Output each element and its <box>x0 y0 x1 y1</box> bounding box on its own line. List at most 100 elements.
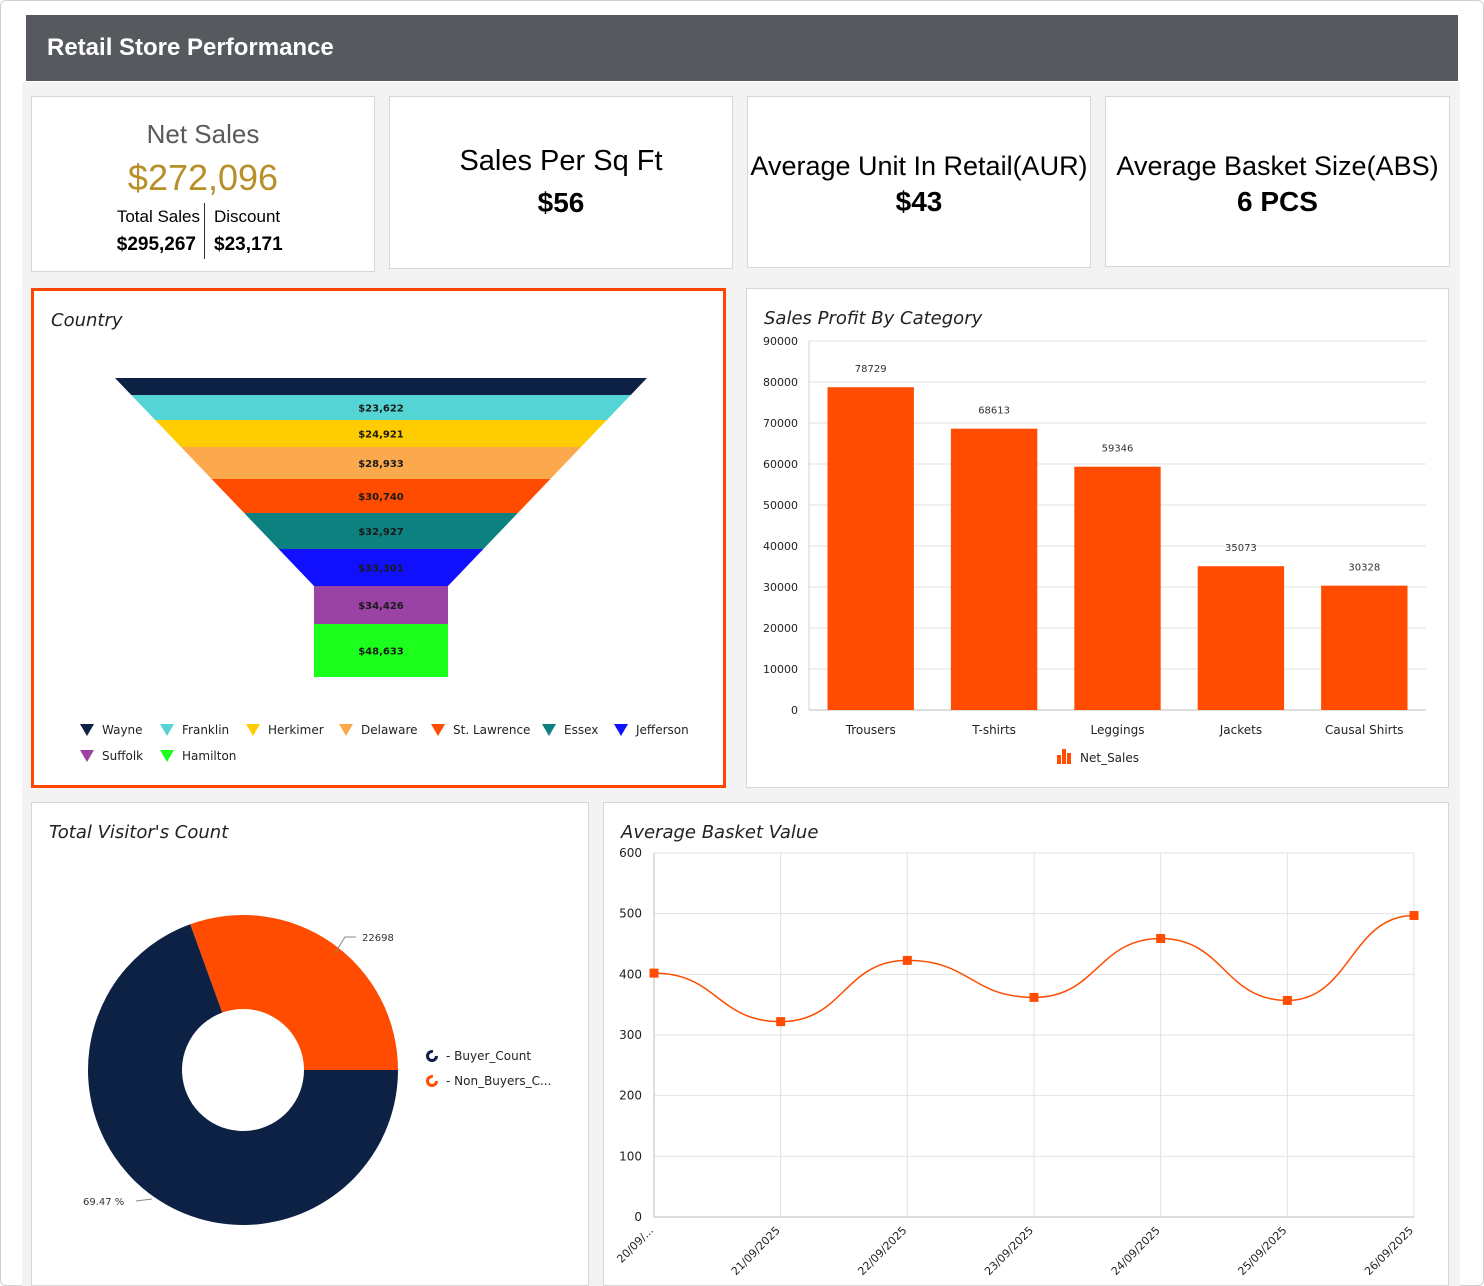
legend-item-st-lawrence[interactable]: St. Lawrence <box>431 723 530 737</box>
label-leader-line <box>334 936 356 954</box>
kpi-card-abs[interactable]: Average Basket Size(ABS) 6 PCS <box>1105 96 1450 267</box>
visitors-panel-title: Total Visitor's Count <box>49 822 229 843</box>
slice-value-label: 22698 <box>362 933 394 944</box>
x-tick-label: Leggings <box>1091 723 1145 737</box>
funnel-segment-hamilton <box>314 624 448 677</box>
bar-value-label: 59346 <box>1102 444 1134 455</box>
y-tick-label: 60000 <box>763 458 798 471</box>
donut-chart: 22698 69.47 % - Buyer_Count - Non_Buyers_C.… <box>83 915 551 1225</box>
legend-item-essex[interactable]: Essex <box>542 723 598 737</box>
funnel-label: $24,921 <box>358 430 404 441</box>
y-tick-label: 90000 <box>763 335 798 348</box>
legend-item-hamilton[interactable]: Hamilton <box>160 749 236 763</box>
x-tick-label: 24/09/2025 <box>1109 1224 1163 1278</box>
legend-label: - Buyer_Count <box>446 1049 531 1063</box>
bar-value-label: 30328 <box>1348 563 1380 574</box>
legend-item-delaware[interactable]: Delaware <box>339 723 418 737</box>
funnel-segment-delaware <box>181 447 581 479</box>
legend-item-suffolk[interactable]: Suffolk <box>80 749 143 763</box>
donut-slice-non-buyers <box>190 915 398 1070</box>
legend-marker-icon <box>614 724 628 736</box>
y-tick-label: 600 <box>619 846 642 860</box>
y-tick-label: 300 <box>619 1028 642 1042</box>
legend-item-jefferson[interactable]: Jefferson <box>614 723 689 737</box>
kpi-card-aur[interactable]: Average Unit In Retail(AUR) $43 <box>747 96 1091 268</box>
sales-per-sqft-label: Sales Per Sq Ft <box>459 145 663 177</box>
x-tick-label: Causal Shirts <box>1325 723 1404 737</box>
slice-value-label: 69.47 % <box>83 1197 124 1208</box>
legend-label: Franklin <box>182 723 230 737</box>
legend-label: Wayne <box>102 723 143 737</box>
x-tick-label: Trousers <box>845 723 896 737</box>
legend-label: Delaware <box>361 723 418 737</box>
legend-label: Net_Sales <box>1080 751 1139 765</box>
y-tick-label: 500 <box>619 907 642 921</box>
header-bar: Retail Store Performance <box>26 15 1458 81</box>
legend-item-herkimer[interactable]: Herkimer <box>246 723 324 737</box>
funnel-label: $33,301 <box>358 564 404 575</box>
line-point <box>1282 995 1292 1005</box>
y-tick-label: 50000 <box>763 499 798 512</box>
funnel-label: $28,933 <box>358 459 404 470</box>
y-tick-label: 20000 <box>763 622 798 635</box>
y-tick-label: 400 <box>619 967 642 981</box>
page-title: Retail Store Performance <box>47 34 334 61</box>
funnel-label: $23,622 <box>358 404 404 415</box>
legend-bar-icon <box>1062 749 1066 764</box>
visitors-panel[interactable]: Total Visitor's Count 22698 69.47 % - Buye… <box>31 802 589 1286</box>
bar-jackets <box>1197 566 1285 710</box>
legend-item-wayne[interactable]: Wayne <box>80 723 143 737</box>
aur-value: $43 <box>895 186 943 217</box>
sales-per-sqft-value: $56 <box>537 187 585 218</box>
total-sales-value: $295,267 <box>116 234 196 255</box>
y-tick-label: 30000 <box>763 581 798 594</box>
legend-donut-icon <box>426 1050 438 1062</box>
line-chart: 0 100 200 300 400 500 600 20/09/... 21/09/2025 22… <box>614 846 1419 1278</box>
abs-label: Average Basket Size(ABS) <box>1116 151 1439 181</box>
funnel-segment-wayne <box>115 378 647 395</box>
bar-chart: 0 10000 20000 30000 40000 50000 60000 70000 8000… <box>763 335 1426 765</box>
x-tick-label: 20/09/... <box>614 1224 656 1266</box>
basket-panel[interactable]: Average Basket Value 0 100 200 300 400 500 600… <box>603 802 1449 1286</box>
x-tick-label: 22/09/2025 <box>855 1224 909 1278</box>
legend-label: St. Lawrence <box>453 723 531 737</box>
aur-label: Average Unit In Retail(AUR) <box>750 151 1088 181</box>
legend-label: Jefferson <box>636 723 689 737</box>
legend-marker-icon <box>542 724 556 736</box>
country-panel[interactable]: Country $23,622 $24,921 $28,933 $30,740 $32,… <box>31 288 726 788</box>
kpi-card-sales-per-sqft[interactable]: Sales Per Sq Ft $56 <box>389 96 733 269</box>
legend-marker-icon <box>80 750 94 762</box>
legend-marker-icon <box>339 724 353 736</box>
country-panel-title: Country <box>51 310 123 331</box>
funnel-segment-st-lawrence <box>211 479 551 513</box>
legend-marker-icon <box>80 724 94 736</box>
legend-marker-icon <box>431 724 445 736</box>
legend-marker-icon <box>160 724 174 736</box>
category-panel-title: Sales Profit By Category <box>764 308 983 329</box>
x-tick-label: 21/09/2025 <box>729 1224 783 1278</box>
basket-panel-title: Average Basket Value <box>621 822 819 843</box>
legend-donut-icon <box>426 1075 438 1087</box>
legend-marker-icon <box>246 724 260 736</box>
bar-value-label: 68613 <box>978 406 1010 417</box>
funnel-segment-herkimer <box>155 420 607 447</box>
legend-item-franklin[interactable]: Franklin <box>160 723 229 737</box>
y-tick-label: 80000 <box>763 376 798 389</box>
line-point <box>776 1017 786 1027</box>
legend-label: Essex <box>564 723 599 737</box>
y-tick-label: 40000 <box>763 540 798 553</box>
x-tick-label: T-shirts <box>971 723 1016 737</box>
funnel-label: $48,633 <box>358 647 404 658</box>
total-sales-label: Total Sales <box>116 207 200 226</box>
line-point <box>1029 992 1039 1002</box>
legend-bar-icon <box>1057 755 1061 764</box>
y-tick-label: 10000 <box>763 663 798 676</box>
donut-slice-buyers <box>87 924 398 1225</box>
funnel-segment-franklin <box>131 395 631 420</box>
category-panel[interactable]: Sales Profit By Category 0 10000 20000 3000… <box>746 288 1449 788</box>
kpi-card-net-sales[interactable]: Net Sales $272,096 Total Sales $295,267 … <box>31 96 375 272</box>
y-tick-label: 0 <box>791 704 798 717</box>
y-tick-label: 70000 <box>763 417 798 430</box>
funnel-segment-suffolk <box>314 586 448 624</box>
x-tick-label: 23/09/2025 <box>982 1224 1036 1278</box>
